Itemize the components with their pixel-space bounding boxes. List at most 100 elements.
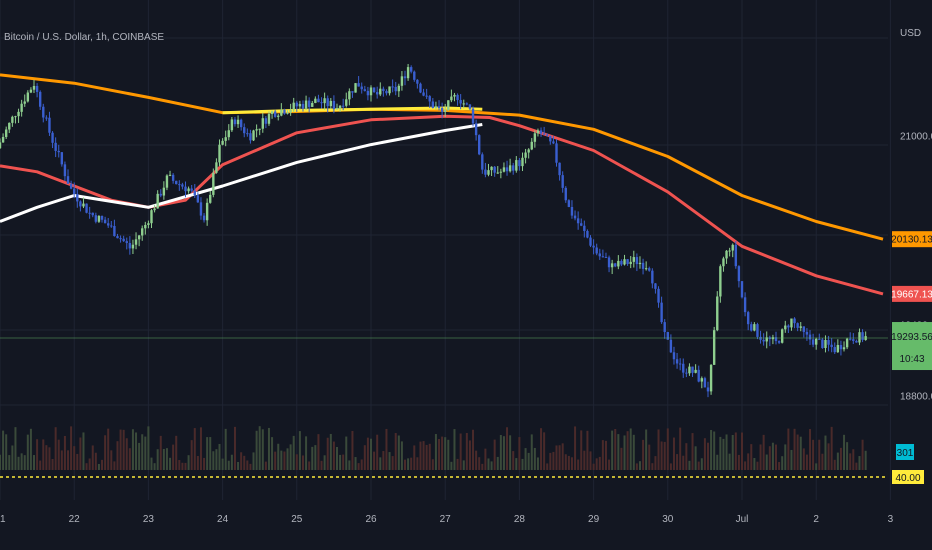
candle-body	[236, 119, 240, 125]
volume-bar	[521, 458, 524, 470]
volume-bar	[796, 434, 799, 470]
candle-body	[403, 76, 407, 79]
candle-body	[42, 106, 45, 118]
candle-body	[861, 332, 864, 340]
candle-body	[76, 193, 79, 202]
candle-body	[168, 174, 172, 176]
candle-body	[796, 323, 799, 328]
volume-bar	[734, 432, 737, 470]
candle-body	[694, 369, 697, 373]
volume-bar	[515, 458, 518, 470]
candle-body	[555, 143, 558, 163]
candle-body	[583, 225, 586, 231]
volume-bar	[153, 463, 156, 470]
volume-bar	[617, 434, 620, 470]
volume-bar	[540, 428, 543, 470]
candle-body	[366, 90, 370, 96]
candle-body	[505, 167, 509, 172]
volume-bar	[731, 434, 734, 470]
volume-bar	[756, 461, 759, 470]
candle-body	[660, 302, 663, 323]
volume-bar	[295, 454, 298, 470]
volume-baseline-tag-bg	[892, 470, 924, 484]
candle-body	[484, 169, 487, 175]
volume-bar	[638, 461, 641, 470]
volume-bar	[484, 448, 487, 470]
candle-body	[332, 100, 336, 110]
volume-bar	[775, 444, 778, 470]
candle-body	[48, 117, 51, 133]
volume-bar	[314, 445, 317, 470]
volume-bar	[311, 446, 314, 470]
volume-bar	[431, 459, 434, 470]
candle-body	[629, 261, 632, 265]
candle-body	[688, 366, 691, 374]
last-price-countdown: 10:43	[899, 354, 924, 365]
volume-bar	[360, 459, 363, 470]
candle-body	[345, 99, 348, 106]
volume-bar	[14, 427, 17, 470]
candle-body	[159, 193, 162, 196]
candle-body	[682, 363, 685, 373]
volume-bar	[642, 439, 645, 470]
candle-body	[793, 318, 796, 324]
volume-bar	[125, 438, 128, 470]
candle-body	[731, 244, 734, 251]
volume-bar	[286, 448, 289, 470]
volume-bar	[781, 456, 784, 470]
candle-body	[292, 102, 295, 110]
candle-body	[51, 132, 54, 143]
volume-bar	[199, 427, 202, 470]
price-tags: 20130.1319667.1319400.0019293.5610:43301…	[891, 231, 932, 484]
candle-body	[456, 94, 459, 101]
candle-body	[546, 134, 549, 136]
volume-bar	[283, 451, 286, 470]
candle-body	[428, 96, 431, 102]
candle-body	[580, 223, 583, 226]
candle-body	[54, 142, 57, 151]
volume-bar	[394, 433, 397, 470]
candle-body	[88, 212, 91, 214]
volume-bar	[73, 446, 76, 470]
volume-bar	[809, 429, 812, 470]
candle-body	[227, 130, 230, 138]
volume-bar	[805, 454, 808, 470]
candle-body	[750, 324, 753, 331]
volume-bar	[308, 461, 311, 470]
volume-bar	[230, 454, 233, 470]
candle-body	[277, 115, 280, 117]
volume-bar	[181, 462, 184, 470]
candle-body	[697, 369, 700, 382]
candle-body	[790, 318, 793, 328]
volume-bar	[227, 460, 230, 470]
volume-bar	[601, 440, 604, 470]
candle-body	[586, 230, 589, 238]
candle-body	[57, 150, 60, 153]
volume-bar	[719, 436, 722, 470]
volume-bar	[172, 444, 175, 470]
candle-body	[181, 184, 184, 187]
volume-bar	[611, 430, 614, 470]
volume-bar	[428, 443, 431, 470]
candle-body	[712, 330, 716, 365]
candle-body	[740, 281, 744, 298]
volume-baseline-label: 40.00	[895, 473, 920, 484]
volume-bar	[70, 426, 73, 470]
volume-bar	[595, 458, 598, 470]
volume-bar	[598, 456, 601, 470]
volume-bar	[657, 429, 660, 470]
volume-bar	[784, 444, 787, 470]
volume-bar	[672, 437, 675, 470]
candle-body	[450, 96, 453, 101]
volume-bar	[187, 455, 190, 470]
volume-tag-value: 301	[897, 448, 914, 459]
volume-bar	[447, 439, 450, 470]
x-tick-label: 24	[217, 514, 229, 525]
volume-bar	[57, 439, 60, 470]
candle-body	[765, 337, 768, 342]
candle-body	[431, 101, 435, 109]
volume-bar	[765, 454, 768, 470]
candle-body	[481, 154, 484, 170]
volume-bar	[289, 444, 292, 470]
